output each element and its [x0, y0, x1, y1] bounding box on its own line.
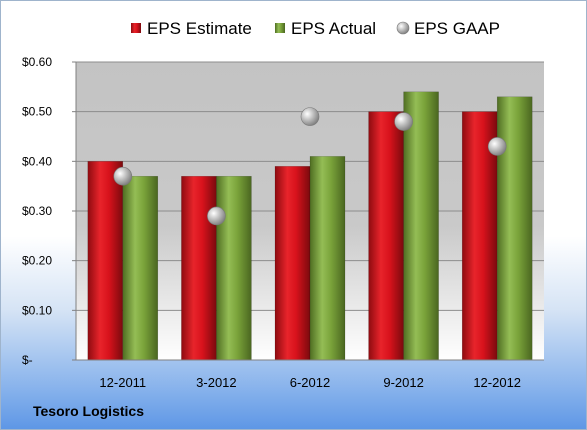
legend-marker-eps-estimate	[131, 23, 141, 33]
y-tick-label: $0.20	[22, 254, 52, 268]
company-name: Tesoro Logistics	[33, 403, 144, 419]
x-tick-label: 12-2011	[99, 375, 146, 390]
y-tick-label: $0.60	[22, 55, 52, 69]
bar-eps-estimate-3-2012	[181, 175, 217, 361]
y-axis: $- $0.10 $0.20 $0.30 $0.40 $0.50 $0.60	[22, 55, 77, 367]
legend-label-eps-actual: EPS Actual	[291, 19, 376, 38]
point-eps-gaap-12-2012	[487, 137, 507, 156]
legend-label-eps-estimate: EPS Estimate	[147, 19, 252, 38]
bar-eps-actual-6-2012	[309, 156, 346, 361]
x-tick-label: 12-2012	[473, 375, 521, 390]
bar-eps-estimate-6-2012	[274, 166, 311, 361]
y-tick-label: $0.30	[22, 204, 52, 218]
gaap-points	[113, 107, 507, 226]
y-tick-label: $-	[22, 353, 33, 367]
y-tick-label: $0.50	[22, 105, 52, 119]
bar-eps-estimate-9-2012	[368, 111, 404, 361]
point-eps-gaap-12-2011	[113, 166, 133, 186]
legend-marker-eps-actual	[275, 23, 285, 33]
x-tick-label: 9-2012	[383, 375, 423, 390]
bar-eps-actual-12-2011	[122, 175, 159, 361]
x-axis: 12-2011 3-2012 6-2012 9-2012 12-2012	[76, 359, 544, 390]
bar-eps-estimate-12-2011	[87, 161, 124, 361]
legend-marker-eps-gaap	[396, 21, 410, 35]
point-eps-gaap-6-2012	[300, 107, 320, 126]
point-eps-gaap-9-2012	[394, 112, 413, 131]
bars	[87, 91, 533, 361]
point-eps-gaap-3-2012	[207, 206, 226, 226]
bar-eps-actual-9-2012	[403, 91, 439, 361]
x-tick-label: 6-2012	[290, 375, 330, 390]
bar-eps-actual-12-2012	[496, 96, 533, 361]
y-tick-label: $0.40	[22, 154, 52, 168]
legend: EPS Estimate EPS Actual EPS GAAP	[131, 19, 500, 38]
x-tick-label: 3-2012	[196, 375, 236, 390]
bar-eps-actual-3-2012	[216, 175, 252, 361]
legend-label-eps-gaap: EPS GAAP	[414, 19, 500, 38]
y-tick-label: $0.10	[22, 303, 52, 317]
